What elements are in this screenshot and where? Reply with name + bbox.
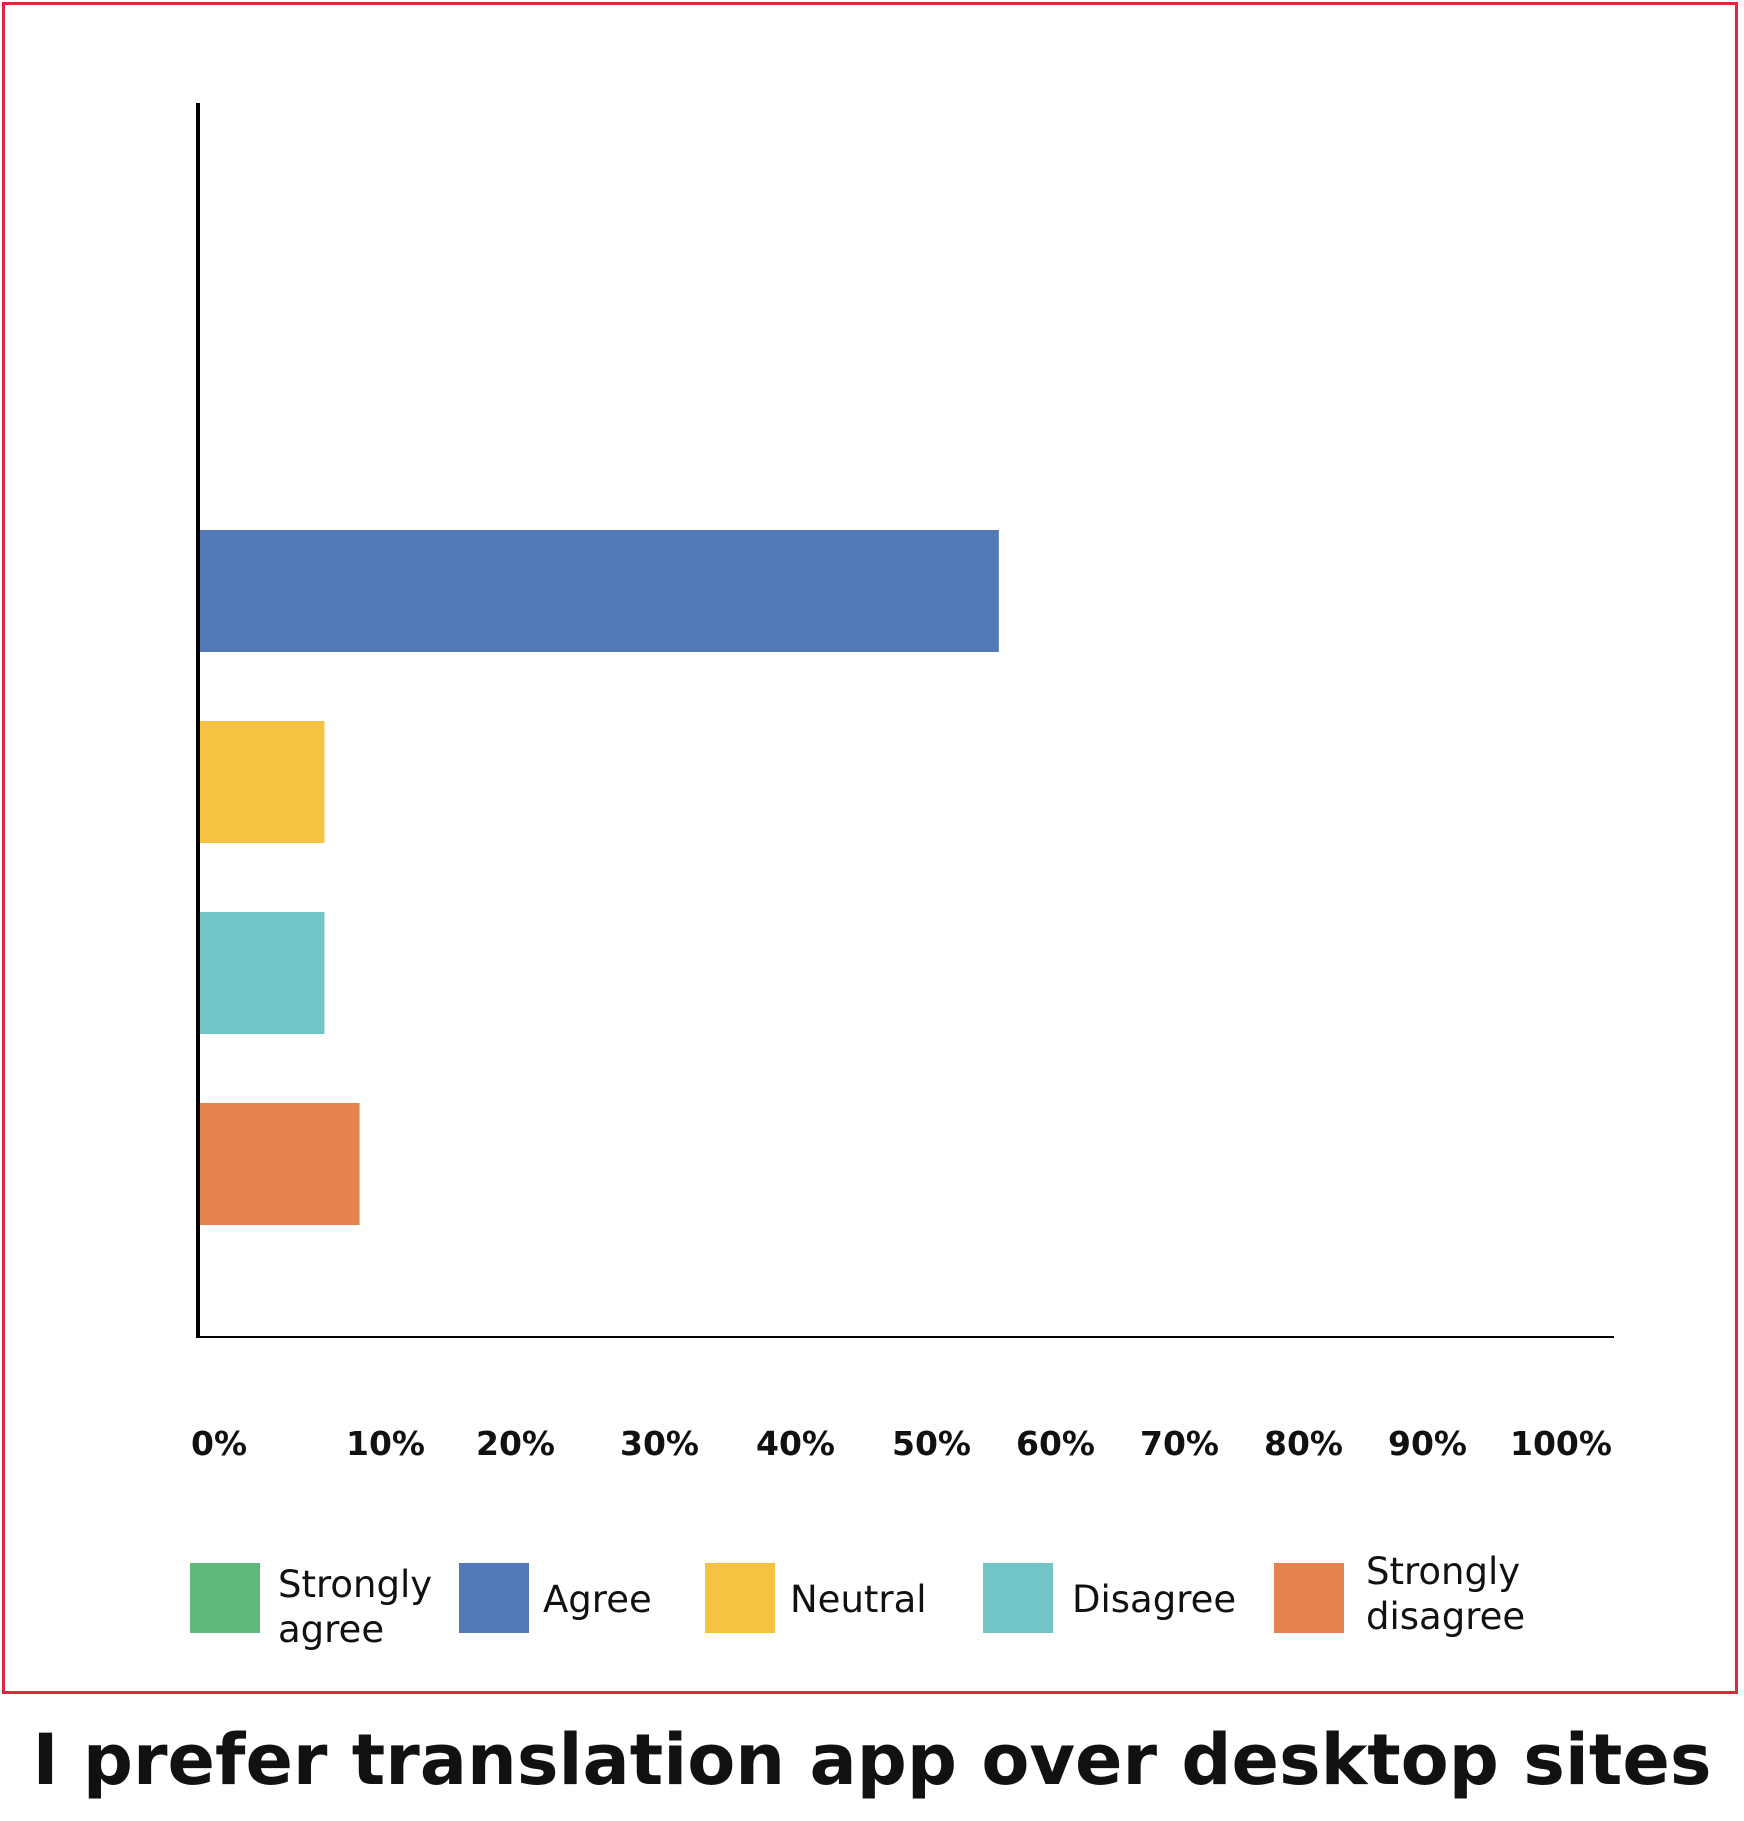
legend-label: Neutral: [790, 1578, 927, 1621]
legend-swatch: [705, 1563, 775, 1633]
bar-strongly-disagree: [198, 1103, 360, 1225]
x-tick-labels: 0% 10% 20% 30% 40% 50% 60% 70% 80% 90% 100%: [191, 1424, 1612, 1463]
legend-label: agree: [278, 1608, 384, 1651]
legend-swatch: [1274, 1563, 1344, 1633]
x-tick-label: 30%: [620, 1424, 699, 1463]
bars-layer: [198, 530, 999, 1225]
legend-swatch: [190, 1563, 260, 1633]
legend-label: Disagree: [1072, 1578, 1236, 1621]
x-tick-label: 20%: [476, 1424, 555, 1463]
bar-neutral: [198, 721, 325, 843]
x-tick-label: 70%: [1140, 1424, 1219, 1463]
x-tick-label: 100%: [1510, 1424, 1612, 1463]
bar-disagree: [198, 912, 325, 1034]
chart-plot: 0% 10% 20% 30% 40% 50% 60% 70% 80% 90% 100% Strong…: [190, 103, 1614, 1651]
x-tick-label: 40%: [756, 1424, 835, 1463]
x-tick-label: 80%: [1264, 1424, 1343, 1463]
x-tick-label: 60%: [1016, 1424, 1095, 1463]
x-tick-label: 90%: [1388, 1424, 1467, 1463]
legend-label: Strongly: [1366, 1550, 1520, 1593]
legend-label: Agree: [543, 1578, 652, 1621]
legend-label: disagree: [1366, 1595, 1525, 1638]
chart-frame: [2, 2, 1738, 1694]
legend-swatch: [983, 1563, 1053, 1633]
chart-title: I prefer translation app over desktop si…: [32, 1719, 1712, 1801]
x-tick-label: 0%: [191, 1424, 247, 1463]
legend-label: Strongly: [278, 1563, 432, 1606]
bar-agree: [198, 530, 999, 652]
legend-swatch: [459, 1563, 529, 1633]
x-tick-label: 50%: [892, 1424, 971, 1463]
x-tick-label: 10%: [346, 1424, 425, 1463]
